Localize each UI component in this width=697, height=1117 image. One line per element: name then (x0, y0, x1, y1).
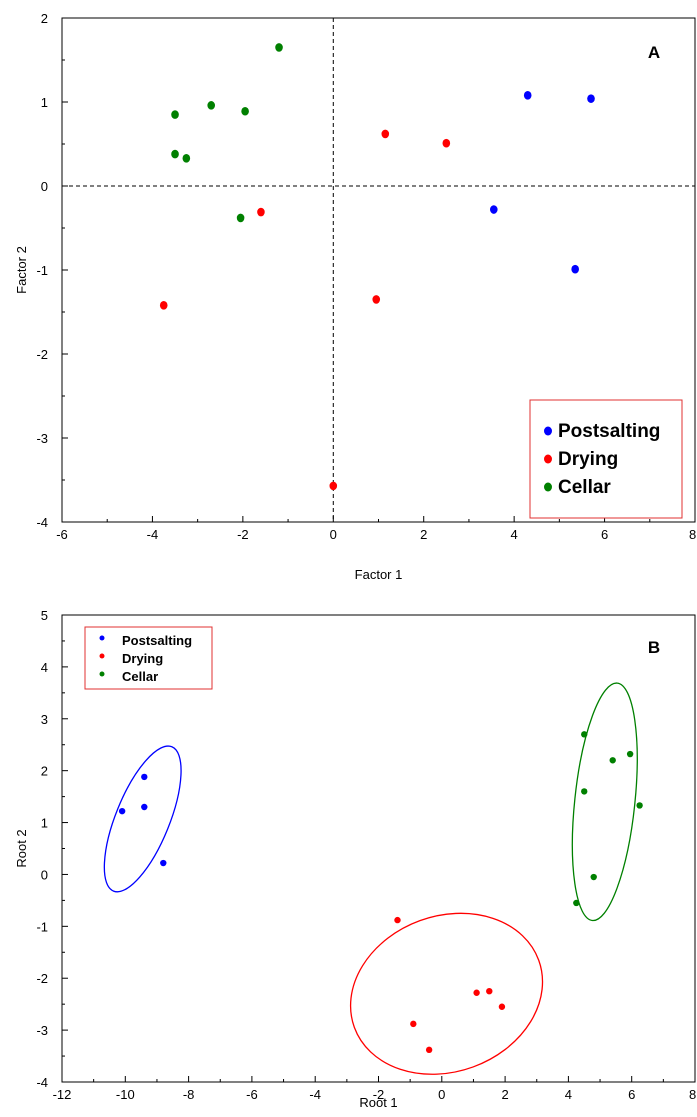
point-drying (381, 129, 390, 139)
legend-label-drying: Drying (558, 449, 618, 470)
legend-label-cellar: Cellar (122, 669, 158, 684)
legend-box (84, 626, 213, 690)
legend-label-drying: Drying (122, 651, 163, 666)
legend-marker-drying (99, 653, 105, 659)
x-tick-label: 2 (420, 527, 427, 542)
y-tick-label: 0 (41, 867, 48, 882)
legend: Postsalting Drying Cellar (529, 399, 683, 519)
x-tick-label: 2 (501, 1087, 508, 1102)
x-tick-label: -12 (53, 1087, 72, 1102)
y-tick-label: -1 (36, 919, 48, 934)
point-cellar (590, 873, 597, 881)
point-cellar (171, 149, 179, 159)
y-tick-label: -2 (36, 347, 48, 362)
x-tick-label: 4 (565, 1087, 572, 1102)
x-tick-label: -10 (116, 1087, 135, 1102)
x-tick-label: 6 (628, 1087, 635, 1102)
y-tick-label: 5 (41, 608, 48, 623)
point-cellar (182, 153, 191, 163)
point-drying (372, 295, 381, 304)
x-tick-label: -6 (56, 527, 68, 542)
legend: Postsalting Drying Cellar (84, 626, 213, 690)
point-postsalting (571, 264, 579, 274)
point-drying (257, 207, 265, 217)
y-tick-label: -3 (36, 1023, 48, 1038)
legend-marker-cellar (544, 482, 552, 492)
point-postsalting (160, 859, 167, 867)
legend-label-postsalting: Postsalting (558, 421, 660, 442)
x-tick-label: 8 (689, 527, 696, 542)
point-postsalting (118, 807, 126, 815)
x-tick-label: -8 (183, 1087, 195, 1102)
x-tick-label: -4 (147, 527, 159, 542)
y-tick-label: 4 (41, 660, 48, 675)
x-tick-label: 8 (689, 1087, 696, 1102)
point-cellar (626, 750, 634, 758)
point-drying (394, 916, 401, 924)
confidence-ellipse-cellar (571, 682, 638, 922)
point-cellar (241, 106, 249, 116)
y-tick-label: -1 (36, 263, 48, 278)
confidence-ellipse-drying (349, 912, 544, 1075)
point-cellar (275, 43, 283, 52)
x-tick-label: -2 (237, 527, 249, 542)
point-cellar (636, 802, 643, 809)
point-drying (425, 1046, 433, 1054)
point-drying (486, 987, 493, 995)
point-cellar (581, 788, 588, 795)
x-axis-title: Factor 1 (355, 567, 403, 582)
legend-marker-postsalting (99, 635, 105, 641)
y-tick-label: -4 (36, 1075, 48, 1090)
legend-marker-drying (544, 454, 552, 464)
legend-label-cellar: Cellar (558, 477, 611, 498)
x-tick-label: 4 (511, 527, 518, 542)
legend-marker-postsalting (544, 426, 552, 436)
y-tick-label: 3 (41, 712, 48, 727)
chart-a: -6 -4 -2 0 2 4 6 8 -4 -3 -2 -1 0 1 2 Factor 1 Factor 2 A P… (14, 11, 696, 582)
x-tick-label: 0 (438, 1087, 445, 1102)
x-tick-label: -4 (309, 1087, 321, 1102)
y-tick-label: 2 (41, 764, 48, 779)
y-tick-label: 0 (41, 179, 48, 194)
point-cellar (581, 731, 588, 738)
point-cellar (207, 101, 216, 110)
x-tick-label: -6 (246, 1087, 258, 1102)
x-tick-label: 6 (601, 527, 608, 542)
x-axis-title: Root 1 (359, 1095, 397, 1110)
point-drying (498, 1003, 506, 1010)
y-tick-label: 1 (41, 816, 48, 831)
point-postsalting (523, 90, 532, 100)
y-axis-title: Factor 2 (14, 246, 29, 294)
point-drying (159, 300, 168, 310)
y-tick-label: 1 (41, 95, 48, 110)
point-cellar (171, 110, 179, 119)
panel-label: B (648, 638, 660, 657)
confidence-ellipse-postsalting (103, 745, 182, 893)
legend-label-postsalting: Postsalting (122, 633, 192, 648)
point-drying (410, 1020, 417, 1028)
point-cellar (609, 757, 616, 764)
y-tick-label: 2 (41, 11, 48, 26)
point-postsalting (141, 803, 148, 811)
panel-label: A (648, 43, 660, 62)
x-tick-label: -2 (373, 1087, 385, 1102)
legend-box (529, 399, 683, 519)
y-tick-label: -2 (36, 971, 48, 986)
point-postsalting (489, 205, 498, 214)
x-tick-label: 0 (330, 527, 337, 542)
y-tick-label: -4 (36, 515, 48, 530)
legend-marker-cellar (99, 671, 105, 677)
point-postsalting (587, 94, 595, 103)
y-tick-label: -3 (36, 431, 48, 446)
y-axis-title: Root 2 (14, 829, 29, 867)
point-drying (329, 481, 338, 491)
point-postsalting (141, 773, 148, 781)
point-cellar (573, 899, 580, 907)
point-cellar (236, 213, 245, 223)
point-drying (442, 138, 451, 148)
point-drying (473, 989, 480, 996)
